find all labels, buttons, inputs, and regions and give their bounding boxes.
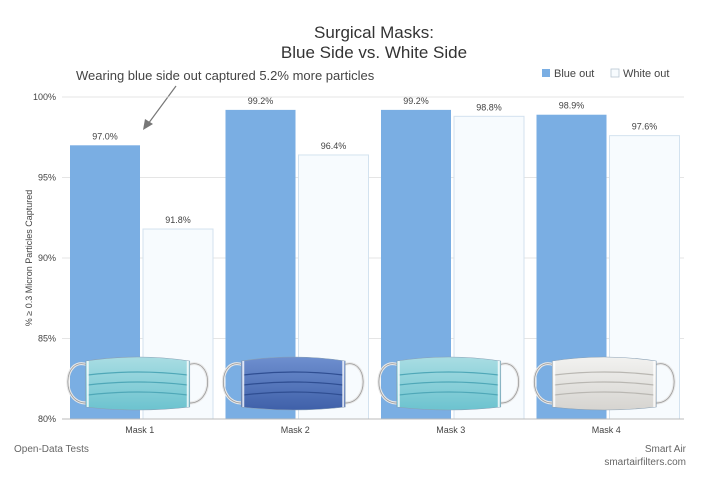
legend-label-white-out: White out — [623, 68, 669, 80]
x-category-label: Mask 3 — [436, 425, 465, 435]
annotation-arrow — [143, 85, 177, 130]
x-category-label: Mask 2 — [281, 425, 310, 435]
data-label: 97.0% — [92, 131, 118, 141]
annotation-text: Wearing blue side out captured 5.2% more… — [76, 68, 375, 83]
y-tick-label: 90% — [38, 253, 56, 263]
data-label: 99.2% — [403, 96, 429, 106]
y-tick-label: 95% — [38, 173, 56, 183]
x-category-label: Mask 4 — [592, 425, 621, 435]
data-label: 98.9% — [559, 101, 585, 111]
data-label: 96.4% — [321, 141, 347, 151]
data-label: 99.2% — [248, 96, 274, 106]
data-label: 91.8% — [165, 215, 191, 225]
data-labels: 97.0% 91.8% 99.2% 96.4% 99.2% 98.8% 98.9% 97.6% — [92, 96, 657, 225]
blue-pleated-mask-image — [377, 356, 521, 411]
legend-swatch-blue-out — [542, 69, 550, 77]
dark-blue-mask-image — [221, 356, 365, 411]
data-label: 98.8% — [476, 102, 502, 112]
y-tick-label: 100% — [33, 92, 56, 102]
y-axis-label: % ≥ 0.3 Micron Particles Captured — [24, 190, 34, 327]
legend-swatch-white-out — [610, 68, 620, 78]
x-category-label: Mask 1 — [125, 425, 154, 435]
footer-url: smartairfilters.com — [604, 457, 686, 468]
mask-images — [66, 356, 676, 411]
chart-title-line-2: Blue Side vs. White Side — [281, 43, 467, 62]
y-tick-label: 80% — [38, 414, 56, 424]
legend: Blue out White out — [542, 68, 669, 80]
y-tick-label: 85% — [38, 334, 56, 344]
blue-pleated-mask-image — [66, 356, 210, 411]
chart-title-line-1: Surgical Masks: — [314, 23, 434, 42]
x-axis: Mask 1 Mask 2 Mask 3 Mask 4 — [62, 418, 684, 435]
y-axis: 80% 85% 90% 95% 100% — [33, 92, 56, 424]
data-label: 97.6% — [632, 122, 658, 132]
legend-label-blue-out: Blue out — [554, 68, 594, 80]
footer-brand: Smart Air — [644, 444, 686, 455]
footer-left-text: Open-Data Tests — [14, 444, 89, 455]
white-mask-image — [532, 356, 676, 411]
